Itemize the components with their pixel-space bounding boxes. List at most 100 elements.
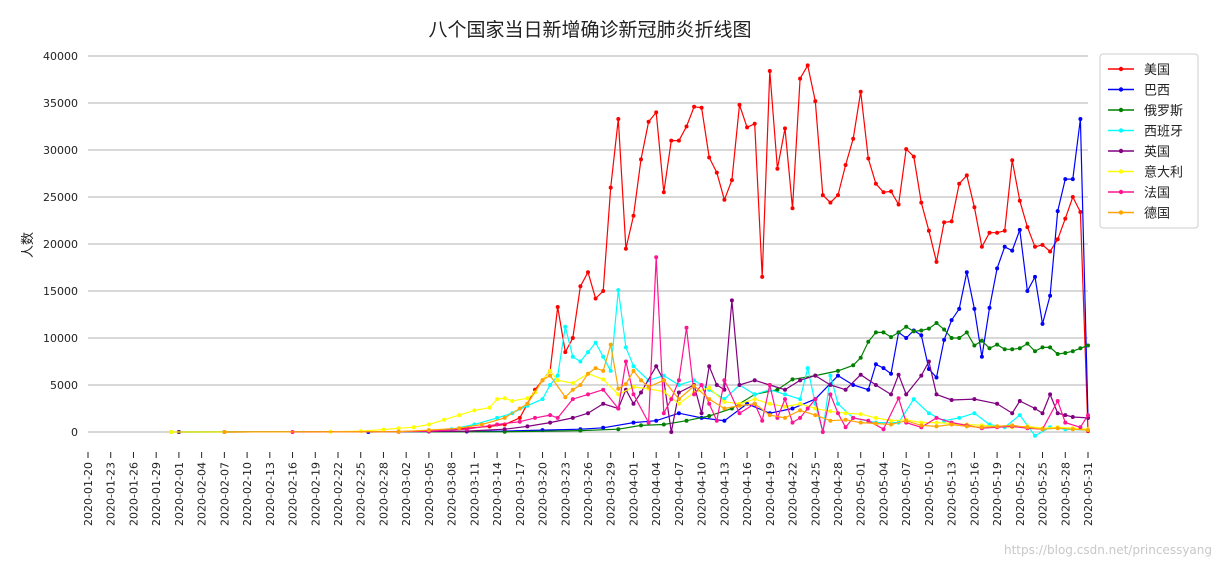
data-point	[502, 427, 507, 432]
data-point	[396, 429, 401, 434]
data-point	[593, 296, 598, 301]
data-point	[442, 417, 447, 422]
x-tick-label: 2020-04-28	[832, 462, 845, 526]
data-point	[1010, 411, 1015, 416]
x-tick-label: 2020-04-22	[787, 462, 800, 526]
data-point	[457, 413, 462, 418]
legend-item: 法国	[1108, 186, 1170, 201]
data-point	[775, 166, 780, 171]
data-point	[1002, 244, 1007, 249]
data-point	[631, 392, 636, 397]
x-tick-label: 2020-02-19	[309, 462, 322, 526]
x-tick-label: 2020-04-25	[809, 462, 822, 526]
data-point	[692, 392, 697, 397]
data-point	[972, 397, 977, 402]
data-point	[1017, 346, 1022, 351]
data-point	[828, 418, 833, 423]
data-point	[722, 418, 727, 423]
data-point	[616, 392, 621, 397]
series-line	[292, 257, 1089, 433]
data-point	[654, 255, 659, 260]
data-point	[563, 350, 568, 355]
data-point	[926, 359, 931, 364]
data-point	[586, 411, 590, 416]
data-point	[502, 415, 507, 420]
data-point	[934, 259, 939, 264]
data-point	[1086, 343, 1090, 348]
data-point	[873, 383, 878, 387]
data-point	[783, 126, 787, 131]
data-point	[1048, 392, 1053, 397]
data-point	[722, 197, 727, 202]
data-point	[411, 425, 416, 430]
y-tick-label: 15000	[43, 285, 78, 298]
data-point	[525, 396, 530, 401]
x-tick-label: 2020-01-26	[127, 462, 140, 526]
data-point	[1078, 117, 1083, 121]
data-point	[828, 392, 833, 397]
data-point	[881, 427, 886, 432]
x-tick-label: 2020-05-04	[877, 462, 890, 526]
data-point	[752, 121, 757, 126]
data-point	[616, 117, 621, 121]
data-point	[1017, 413, 1022, 418]
data-point	[1048, 345, 1053, 350]
data-point	[1055, 237, 1060, 242]
series-lines	[169, 63, 1090, 438]
data-point	[540, 397, 545, 402]
data-point	[798, 408, 803, 413]
data-point	[661, 411, 666, 416]
data-point	[995, 401, 1000, 406]
data-point	[1017, 227, 1022, 232]
data-point	[548, 420, 553, 425]
data-point	[934, 420, 939, 425]
data-point	[676, 397, 681, 402]
legend-label: 俄罗斯	[1144, 104, 1183, 119]
data-point	[949, 318, 954, 323]
x-tick-label: 2020-04-07	[673, 462, 686, 526]
x-tick-label: 2020-05-10	[923, 462, 936, 526]
data-point	[1048, 293, 1053, 298]
data-point	[783, 392, 787, 397]
data-point	[820, 430, 825, 434]
data-point	[873, 421, 878, 426]
data-point	[570, 381, 575, 386]
data-point	[616, 427, 621, 432]
data-point	[601, 354, 606, 359]
data-point	[836, 193, 840, 198]
legend-item: 巴西	[1108, 84, 1170, 99]
data-point	[798, 401, 803, 406]
data-point	[1040, 345, 1045, 350]
data-point	[949, 336, 954, 340]
data-point	[843, 425, 848, 430]
data-point	[586, 371, 590, 376]
data-point	[669, 138, 674, 143]
data-point	[1010, 423, 1015, 428]
data-point	[949, 398, 954, 402]
data-point	[949, 422, 954, 427]
data-point	[707, 414, 712, 418]
data-point	[1070, 195, 1075, 199]
data-point	[1063, 177, 1068, 182]
data-point	[676, 138, 681, 143]
chart-title: 八个国家当日新增确诊新冠肺炎折线图	[428, 19, 751, 41]
data-point	[783, 404, 787, 409]
data-point	[472, 408, 477, 413]
data-point	[676, 411, 681, 416]
data-point	[904, 418, 909, 423]
data-point	[510, 399, 515, 403]
data-point	[805, 63, 810, 68]
data-point	[889, 418, 893, 423]
data-point	[1025, 425, 1030, 430]
data-point	[904, 392, 909, 397]
data-point	[555, 305, 560, 309]
data-point	[1078, 425, 1083, 430]
data-point	[1002, 228, 1007, 233]
x-tick-label: 2020-03-26	[582, 462, 595, 526]
data-point	[1002, 347, 1007, 352]
data-point	[979, 425, 984, 430]
data-point	[987, 230, 992, 235]
data-point	[979, 338, 984, 343]
data-point	[1070, 177, 1075, 182]
watermark-text: https://blog.csdn.net/princessyang	[1003, 543, 1212, 557]
